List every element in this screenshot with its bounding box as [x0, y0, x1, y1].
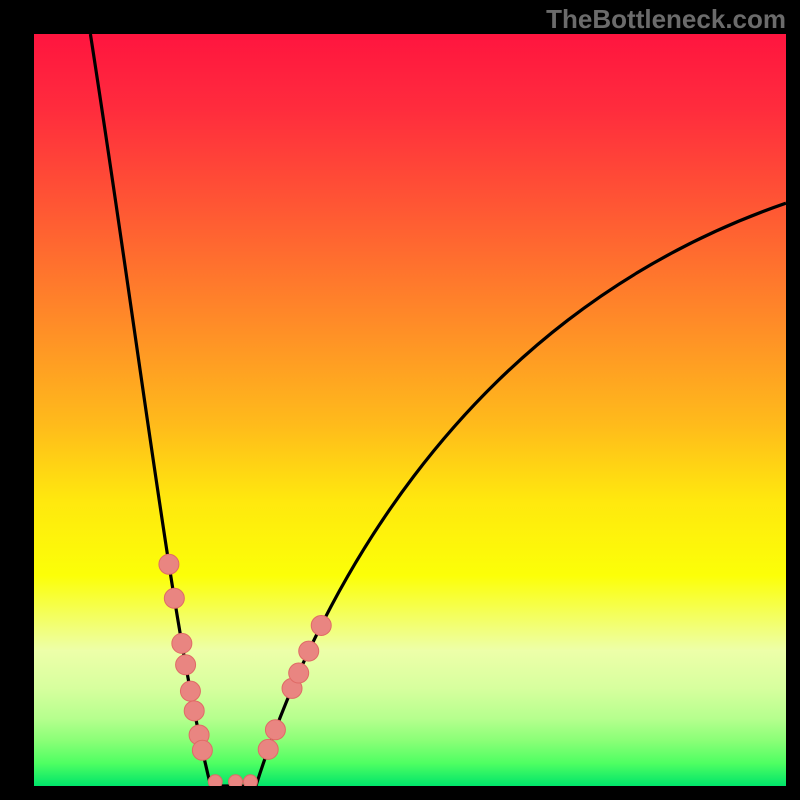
data-marker	[180, 681, 200, 701]
data-marker	[229, 775, 243, 786]
curve-overlay	[34, 34, 786, 786]
data-marker	[258, 739, 278, 759]
plot-area	[34, 34, 786, 786]
data-marker	[184, 701, 204, 721]
data-marker	[172, 633, 192, 653]
data-marker	[243, 775, 257, 786]
watermark-text: TheBottleneck.com	[546, 4, 786, 35]
data-marker	[164, 588, 184, 608]
data-marker	[265, 720, 285, 740]
data-marker	[176, 655, 196, 675]
data-marker	[311, 615, 331, 635]
data-marker	[289, 663, 309, 683]
data-marker	[159, 554, 179, 574]
data-marker	[208, 775, 222, 786]
outer-frame: TheBottleneck.com	[0, 0, 800, 800]
data-marker	[299, 641, 319, 661]
bottleneck-curve	[90, 34, 786, 786]
data-marker	[192, 740, 212, 760]
